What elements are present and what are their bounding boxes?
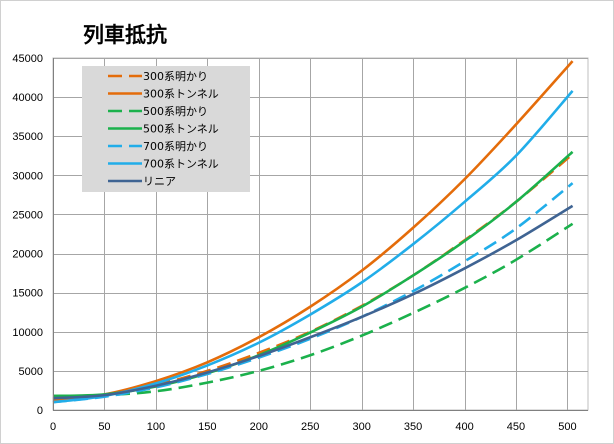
y-tick-label: 45000 (12, 53, 43, 65)
axis-layer: 0500010000150002000025000300003500040000… (12, 53, 588, 433)
y-tick-label: 40000 (12, 92, 43, 104)
x-tick-label: 0 (50, 421, 56, 433)
y-tick-label: 35000 (12, 131, 43, 143)
series-line-7 (52, 204, 574, 400)
x-tick-label: 400 (455, 421, 473, 433)
y-tick-label: 20000 (12, 249, 43, 261)
legend-label-1: 300系明かり (143, 70, 208, 83)
x-tick-label: 450 (507, 421, 525, 433)
x-tick-label: 100 (147, 421, 165, 433)
x-tick-label: 350 (404, 421, 422, 433)
series-line-2 (52, 60, 574, 402)
legend-label-7: リニア (143, 175, 176, 188)
x-tick-label: 150 (198, 421, 216, 433)
legend-label-3: 500系明かり (143, 105, 208, 118)
x-tick-label: 200 (250, 421, 268, 433)
series-line-3 (52, 222, 574, 398)
y-tick-label: 10000 (12, 327, 43, 339)
x-tick-label: 500 (558, 421, 576, 433)
series-layer (52, 60, 574, 404)
y-tick-label: 15000 (12, 288, 43, 300)
y-tick-label: 30000 (12, 170, 43, 182)
x-tick-label: 50 (98, 421, 110, 433)
chart-title: 列車抵抗 (83, 23, 167, 47)
legend: 300系明かり 300系トンネル 500系明かり 500系トンネル 700系明かり 700… (82, 66, 250, 192)
legend-label-4: 500系トンネル (143, 123, 219, 136)
legend-label-2: 300系トンネル (143, 88, 219, 101)
legend-label-5: 700系明かり (143, 140, 208, 153)
x-tick-label: 300 (352, 421, 370, 433)
y-tick-label: 25000 (12, 209, 43, 221)
series-line-5 (52, 182, 574, 404)
y-tick-label: 5000 (19, 366, 43, 378)
x-tick-label: 250 (301, 421, 319, 433)
y-tick-label: 0 (37, 405, 43, 417)
series-line-6 (52, 89, 574, 404)
legend-label-6: 700系トンネル (143, 158, 219, 171)
